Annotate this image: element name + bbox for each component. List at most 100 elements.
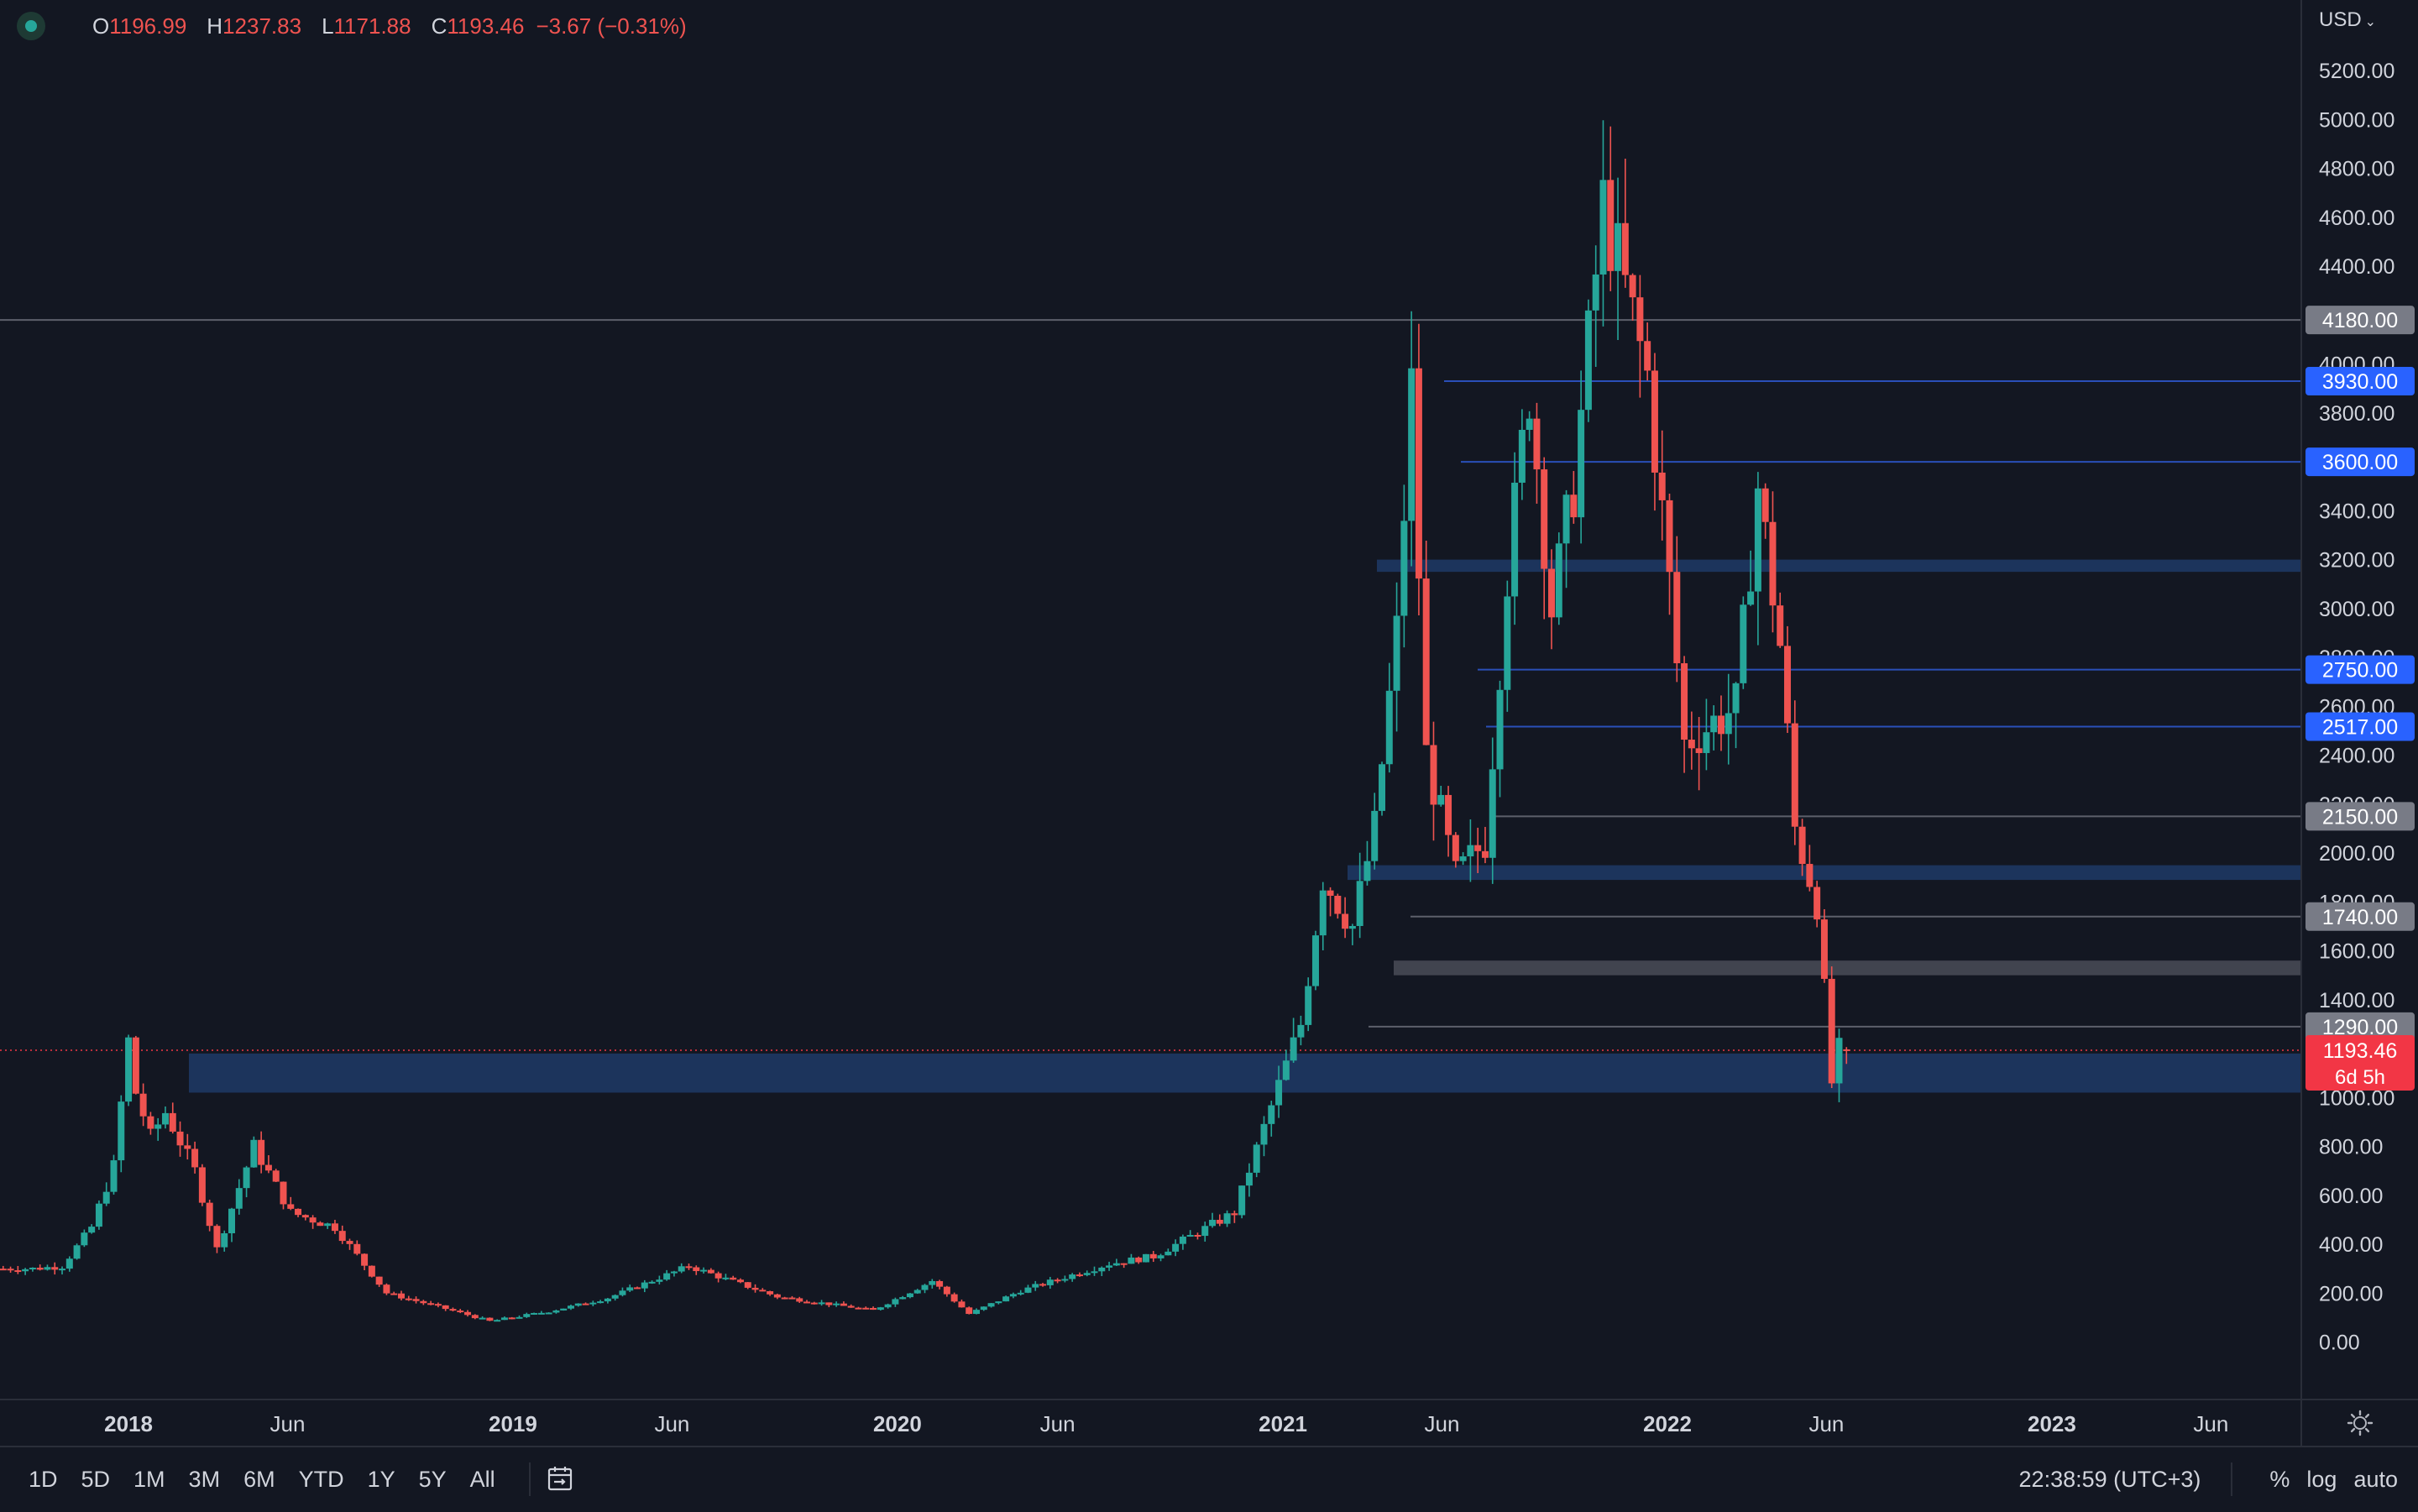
range-all-button[interactable]: All: [469, 1467, 495, 1492]
candle: [1260, 1116, 1268, 1157]
range-6m-button[interactable]: 6M: [243, 1467, 275, 1492]
candle: [1732, 682, 1740, 749]
candle: [73, 1243, 81, 1260]
candle: [1149, 1251, 1157, 1263]
price-tick-label: 2400.00: [2319, 745, 2394, 768]
candle: [125, 1034, 133, 1107]
price-level-badge[interactable]: 3600.00: [2305, 447, 2415, 477]
candle: [574, 1303, 582, 1307]
market-status-icon: [17, 12, 45, 40]
price-axis[interactable]: 5200.00 5000.00 4800.00 4600.00 4400.00 4000.…: [2300, 0, 2418, 1399]
candle: [892, 1297, 899, 1307]
candle: [1754, 472, 1761, 646]
price-tick-label: 200.00: [2319, 1282, 2383, 1305]
candle: [773, 1293, 781, 1300]
candle: [825, 1302, 833, 1308]
auto-scale-toggle[interactable]: auto: [2353, 1466, 2398, 1492]
clock-timezone[interactable]: 22:38:59 (UTC+3): [2018, 1466, 2201, 1492]
candle: [1828, 966, 1835, 1089]
candle: [693, 1265, 700, 1275]
time-tick-label: Jun: [1425, 1411, 1460, 1436]
candle: [390, 1291, 398, 1295]
price-zone-1[interactable]: [1348, 865, 2300, 881]
candle: [1621, 158, 1629, 288]
range-1y-button[interactable]: 1Y: [367, 1467, 395, 1492]
candle: [1098, 1266, 1106, 1277]
candle: [1223, 1210, 1231, 1227]
price-zone-0[interactable]: [1377, 559, 2300, 573]
candle: [560, 1308, 568, 1311]
candle: [1511, 452, 1519, 625]
candle: [685, 1263, 693, 1270]
candle: [1128, 1253, 1135, 1264]
gear-icon: [2347, 1410, 2374, 1436]
candlestick-chart[interactable]: [0, 0, 2300, 1399]
svg-text:6d 5h: 6d 5h: [2335, 1066, 2385, 1089]
price-zone-3[interactable]: [189, 1053, 2300, 1093]
svg-text:2150.00: 2150.00: [2322, 805, 2398, 829]
chart-area[interactable]: O 1196.99 H 1237.83 L 1171.88 C 1193.46 …: [0, 0, 2300, 1399]
range-1d-button[interactable]: 1D: [29, 1467, 58, 1492]
chart-settings-button[interactable]: [2300, 1399, 2418, 1446]
candle: [1209, 1212, 1217, 1228]
candle: [1327, 887, 1334, 917]
price-level-badge[interactable]: 2150.00: [2305, 802, 2415, 831]
candle: [1688, 711, 1695, 770]
candle: [552, 1309, 560, 1314]
candle: [7, 1266, 14, 1273]
price-tick-label: 600.00: [2319, 1185, 2383, 1208]
price-tick-label: 3800.00: [2319, 402, 2394, 426]
candle: [1717, 695, 1725, 751]
price-level-badge[interactable]: 2517.00: [2305, 712, 2415, 741]
candle: [1245, 1163, 1253, 1197]
candle: [1769, 491, 1777, 633]
goto-date-button[interactable]: [546, 1464, 576, 1494]
range-1m-button[interactable]: 1M: [133, 1467, 165, 1492]
candle: [449, 1307, 457, 1312]
candle: [744, 1282, 751, 1290]
candle: [788, 1295, 796, 1300]
candle: [958, 1299, 966, 1308]
candle: [1054, 1278, 1061, 1284]
svg-text:1740.00: 1740.00: [2322, 906, 2398, 929]
percent-scale-toggle[interactable]: %: [2269, 1466, 2290, 1492]
price-zone-2[interactable]: [1394, 960, 2300, 976]
candle: [65, 1256, 73, 1272]
range-5d-button[interactable]: 5D: [81, 1467, 111, 1492]
time-axis[interactable]: 2018 Jun 2019 Jun 2020 Jun 2021 Jun 2022 Jun 2023 J…: [0, 1399, 2300, 1446]
candle: [913, 1289, 921, 1295]
candle: [508, 1316, 516, 1320]
currency-selector[interactable]: USD ⌄: [2319, 8, 2376, 32]
candle: [1017, 1290, 1024, 1296]
candle: [169, 1102, 176, 1134]
time-tick-label: 2019: [489, 1411, 537, 1436]
candle: [516, 1315, 523, 1319]
candle: [722, 1274, 730, 1280]
price-level-badge[interactable]: 3930.00: [2305, 366, 2415, 395]
candle: [243, 1165, 250, 1198]
price-level-badge[interactable]: 1740.00: [2305, 902, 2415, 931]
range-ytd-button[interactable]: YTD: [298, 1467, 344, 1492]
chevron-down-icon: ⌄: [2364, 15, 2377, 29]
candle: [1319, 882, 1327, 950]
candle: [198, 1164, 206, 1206]
price-level-badge[interactable]: 2750.00: [2305, 655, 2415, 684]
log-scale-toggle[interactable]: log: [2306, 1466, 2337, 1492]
toolbar-divider: [528, 1462, 531, 1496]
candle: [929, 1279, 936, 1289]
price-level-badge[interactable]: 4180.00: [2305, 306, 2415, 335]
candle: [862, 1306, 870, 1310]
time-tick-label: Jun: [2193, 1411, 2228, 1436]
candle: [1009, 1292, 1017, 1299]
current-price-badge[interactable]: 1193.46 6d 5h: [2305, 1034, 2415, 1091]
candle: [1541, 457, 1548, 620]
candle: [1747, 550, 1755, 606]
range-3m-button[interactable]: 3M: [188, 1467, 221, 1492]
range-5y-button[interactable]: 5Y: [418, 1467, 447, 1492]
candle: [139, 1083, 147, 1127]
candle: [678, 1263, 685, 1274]
high-value: 1237.83: [222, 13, 302, 39]
candle: [280, 1181, 287, 1210]
candle: [1474, 827, 1482, 874]
candle: [987, 1302, 995, 1308]
